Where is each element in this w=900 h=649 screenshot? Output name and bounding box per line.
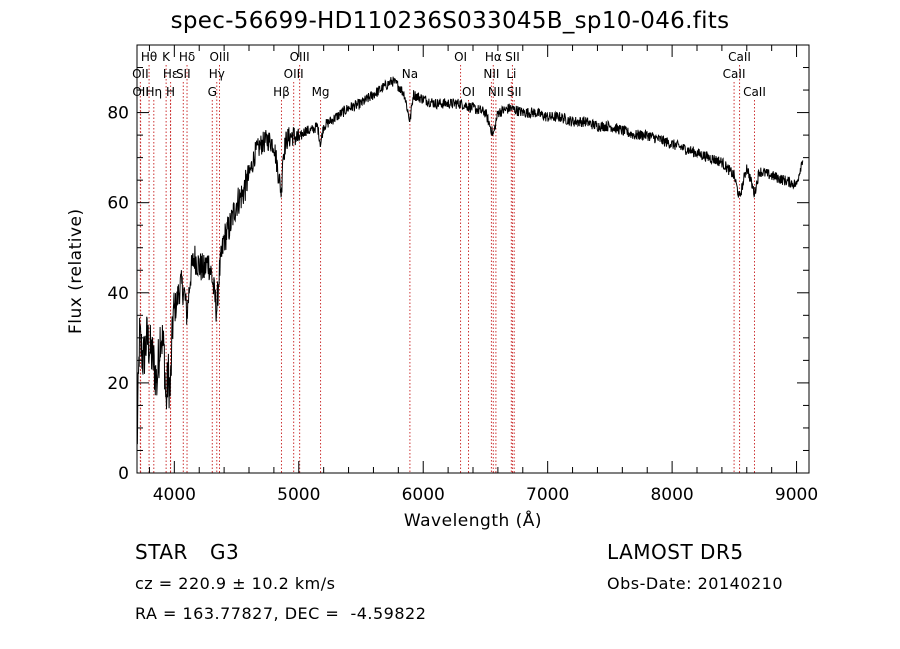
x-tick-label: 5000 (277, 485, 320, 505)
line-label: Hγ (209, 67, 225, 81)
line-label: K (162, 50, 171, 64)
y-tick-label: 0 (118, 464, 129, 484)
line-label: Mg (312, 85, 330, 99)
x-tick-label: 9000 (775, 485, 818, 505)
object-subclass: G3 (210, 540, 240, 564)
observation-date: Obs-Date: 20140210 (607, 574, 784, 593)
y-tick-label: 80 (107, 104, 129, 124)
survey-name: LAMOST DR5 (607, 540, 744, 564)
line-label: OI (454, 50, 467, 64)
object-class: STAR (135, 540, 188, 564)
line-label: OIII (284, 67, 304, 81)
line-label: CaII (743, 85, 766, 99)
y-axis-label: Flux (relative) (66, 208, 86, 334)
line-label: SII (505, 50, 520, 64)
line-label: Hα (485, 50, 502, 64)
spectrum-line (136, 76, 804, 445)
line-label: OII (132, 67, 149, 81)
line-label: Li (506, 67, 516, 81)
line-label: CaII (723, 67, 746, 81)
coordinates: RA = 163.77827, DEC = -4.59822 (135, 604, 427, 623)
line-label: Hδ (179, 50, 195, 64)
line-label: OIII (290, 50, 310, 64)
line-label: G (208, 85, 217, 99)
line-label: CaII (728, 50, 751, 64)
redshift-cz: cz = 220.9 ± 10.2 km/s (135, 574, 336, 593)
x-tick-label: 8000 (650, 485, 693, 505)
line-label: SII (176, 67, 191, 81)
line-label: OII (132, 85, 149, 99)
line-label: Na (402, 67, 418, 81)
line-label: SII (507, 85, 522, 99)
chart-title: spec-56699-HD110236S033045B_sp10-046.fit… (170, 8, 730, 34)
line-label: OI (462, 85, 475, 99)
spectral-line-markers (139, 65, 755, 473)
x-tick-label: 4000 (153, 485, 196, 505)
x-tick-label: 6000 (402, 485, 445, 505)
line-label: Hη (145, 85, 162, 99)
line-label: H (166, 85, 175, 99)
x-tick-label: 7000 (526, 485, 569, 505)
y-tick-label: 60 (107, 194, 129, 214)
line-label: Hε (163, 67, 179, 81)
plot-frame (136, 44, 810, 474)
line-label: OIII (209, 50, 229, 64)
y-axis: 0 20 40 60 80 (107, 67, 809, 484)
line-label: Hθ (141, 50, 157, 64)
y-tick-label: 20 (107, 374, 129, 394)
line-label: NII (483, 67, 499, 81)
y-tick-label: 40 (107, 284, 129, 304)
x-axis: 4000 5000 6000 7000 8000 9000 (148, 45, 818, 505)
line-label: Hβ (273, 85, 290, 99)
x-axis-label: Wavelength (Å) (403, 511, 543, 531)
line-label: NII (488, 85, 504, 99)
